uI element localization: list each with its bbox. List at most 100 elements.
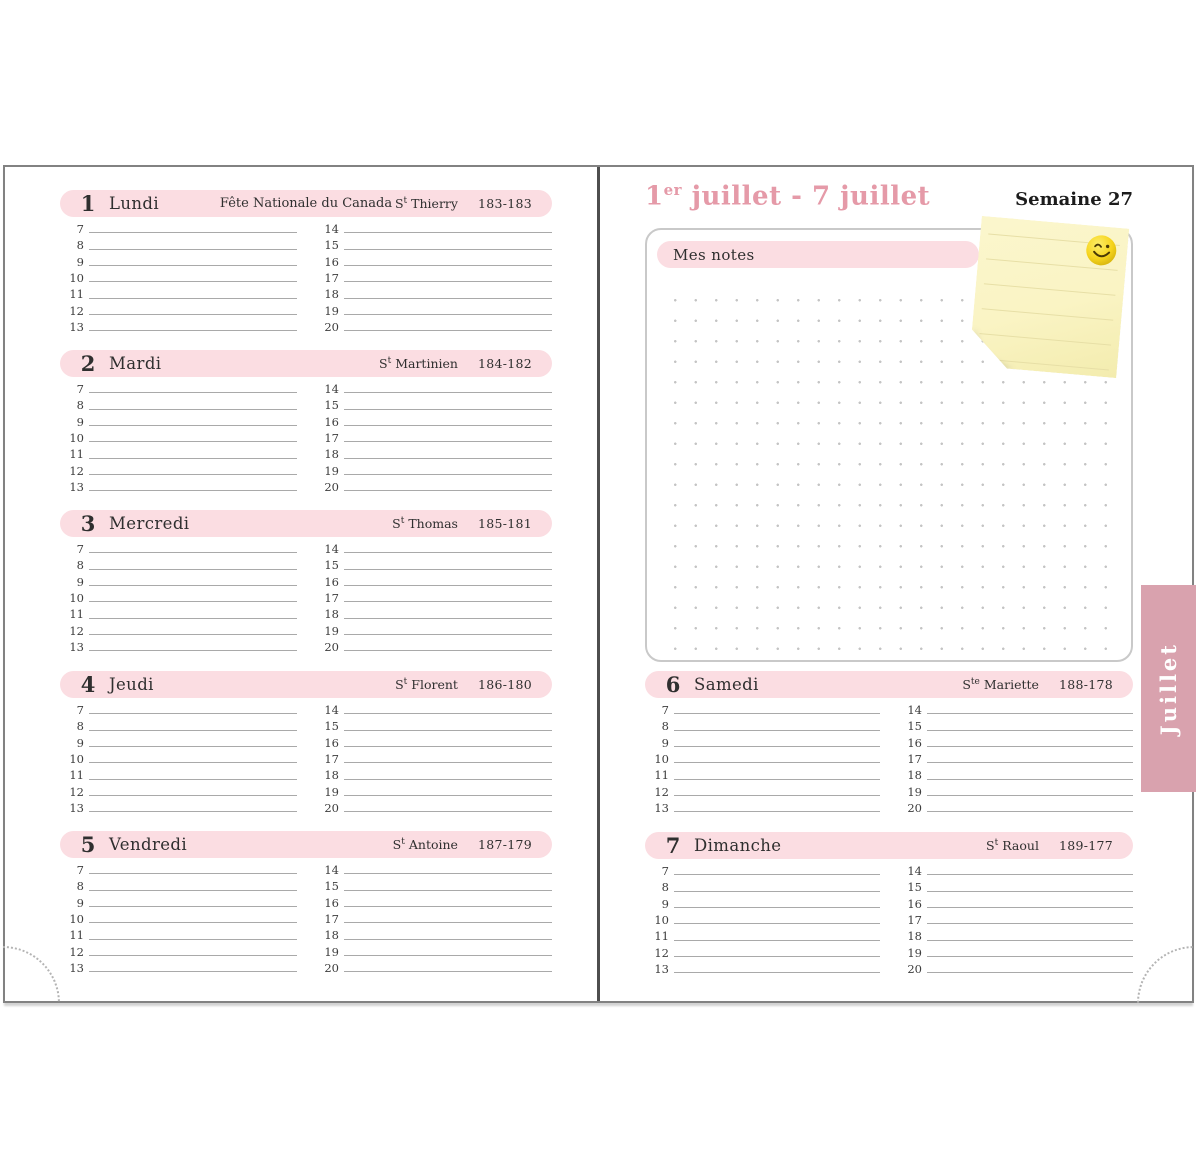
hour-label: 13 bbox=[69, 319, 84, 334]
day-header-right: St Florent 186-180 bbox=[395, 677, 536, 692]
day-of-year-count: 185-181 bbox=[477, 516, 532, 532]
hour-label: 12 bbox=[69, 303, 84, 318]
hour-grid: 7 14 8 15 9 16 10 17 11 18 12 19 13 20 bbox=[60, 861, 552, 975]
hour-label: 13 bbox=[654, 800, 669, 815]
hour-cell: 7 bbox=[645, 862, 880, 878]
hour-label: 19 bbox=[324, 463, 339, 478]
hour-label: 15 bbox=[324, 238, 339, 253]
day-of-year-count: 188-178 bbox=[1058, 677, 1113, 693]
hour-cell: 16 bbox=[898, 734, 1133, 750]
hour-row: 9 16 bbox=[645, 895, 1133, 911]
hour-cell: 20 bbox=[315, 478, 552, 494]
hour-line bbox=[674, 713, 880, 715]
hour-label: 20 bbox=[907, 961, 922, 976]
hour-grid: 7 14 8 15 9 16 10 17 11 18 12 19 13 20 bbox=[60, 220, 552, 334]
hour-cell: 15 bbox=[315, 396, 552, 412]
hour-label: 19 bbox=[324, 623, 339, 638]
hour-line bbox=[344, 408, 552, 410]
day-of-year-count: 186-180 bbox=[477, 677, 532, 693]
hour-cell: 8 bbox=[645, 878, 880, 894]
hour-cell: 15 bbox=[315, 556, 552, 572]
hour-line bbox=[89, 552, 297, 554]
hour-label: 11 bbox=[69, 768, 84, 783]
hour-line bbox=[89, 634, 297, 636]
hour-cell: 19 bbox=[898, 944, 1133, 960]
hour-line bbox=[344, 955, 552, 957]
hour-line bbox=[674, 746, 880, 748]
hour-label: 17 bbox=[324, 430, 339, 445]
hour-cell: 18 bbox=[315, 926, 552, 942]
hour-cell: 19 bbox=[315, 783, 552, 799]
hour-label: 10 bbox=[654, 751, 669, 766]
hour-row: 10 17 bbox=[60, 269, 552, 285]
hour-row: 8 15 bbox=[645, 717, 1133, 733]
page-sheet: 1er juillet - 7 juillet Semaine 27 Mes n… bbox=[3, 165, 1196, 1003]
hour-cell: 14 bbox=[315, 540, 552, 556]
hour-line bbox=[344, 617, 552, 619]
hour-cell: 17 bbox=[315, 750, 552, 766]
hour-label: 7 bbox=[76, 862, 84, 877]
day-number: 2 bbox=[80, 351, 96, 376]
hour-line bbox=[344, 795, 552, 797]
hour-cell: 12 bbox=[60, 943, 297, 959]
hour-row: 12 19 bbox=[60, 302, 552, 318]
day-number: 3 bbox=[80, 511, 96, 536]
hour-row: 10 17 bbox=[60, 429, 552, 445]
hour-cell: 16 bbox=[315, 573, 552, 589]
hour-line bbox=[344, 650, 552, 652]
hour-cell: 8 bbox=[60, 236, 297, 252]
hour-line bbox=[674, 890, 880, 892]
hour-cell: 8 bbox=[60, 717, 297, 733]
hour-label: 17 bbox=[907, 751, 922, 766]
day-header-right: St Thomas 185-181 bbox=[392, 516, 536, 531]
hour-cell: 20 bbox=[315, 799, 552, 815]
hour-row: 7 14 bbox=[60, 540, 552, 556]
month-tab-label: Juillet bbox=[1156, 641, 1181, 736]
hour-label: 20 bbox=[324, 479, 339, 494]
hour-cell: 14 bbox=[315, 701, 552, 717]
day-header-bar: 7 Dimanche St Raoul 189-177 bbox=[645, 832, 1133, 859]
hour-cell: 16 bbox=[315, 894, 552, 910]
hour-label: 13 bbox=[69, 639, 84, 654]
hour-row: 10 17 bbox=[60, 589, 552, 605]
day-header-right: Ste Mariette 188-178 bbox=[962, 677, 1117, 692]
hour-cell: 20 bbox=[315, 318, 552, 334]
hour-cell: 20 bbox=[315, 638, 552, 654]
hour-line bbox=[89, 232, 297, 234]
hour-label: 7 bbox=[661, 863, 669, 878]
hour-row: 13 20 bbox=[60, 799, 552, 815]
hour-line bbox=[927, 874, 1133, 876]
hour-line bbox=[344, 392, 552, 394]
hour-line bbox=[344, 232, 552, 234]
hour-label: 9 bbox=[661, 896, 669, 911]
hour-label: 18 bbox=[324, 447, 339, 462]
hour-label: 9 bbox=[76, 574, 84, 589]
hour-cell: 12 bbox=[60, 622, 297, 638]
hour-label: 8 bbox=[76, 879, 84, 894]
hour-cell: 13 bbox=[60, 478, 297, 494]
hour-cell: 15 bbox=[315, 717, 552, 733]
hour-cell: 19 bbox=[315, 302, 552, 318]
hour-row: 11 18 bbox=[60, 926, 552, 942]
page-spine-divider bbox=[597, 167, 600, 1001]
hour-cell: 20 bbox=[898, 799, 1133, 815]
hour-label: 16 bbox=[324, 735, 339, 750]
day-section-mardi: 2 Mardi St Martinien 184-182 7 14 8 15 9 16 10 1… bbox=[60, 350, 552, 494]
month-tab-juillet: Juillet bbox=[1141, 585, 1196, 792]
hour-label: 19 bbox=[324, 303, 339, 318]
hour-line bbox=[89, 746, 297, 748]
hour-row: 10 17 bbox=[60, 910, 552, 926]
hour-label: 20 bbox=[907, 800, 922, 815]
hour-cell: 16 bbox=[315, 253, 552, 269]
hour-row: 11 18 bbox=[60, 766, 552, 782]
saint-of-day: St Antoine bbox=[392, 836, 458, 853]
hour-label: 12 bbox=[69, 784, 84, 799]
hour-cell: 14 bbox=[315, 861, 552, 877]
day-number: 5 bbox=[80, 832, 96, 857]
hour-label: 13 bbox=[69, 800, 84, 815]
hour-cell: 18 bbox=[898, 766, 1133, 782]
hour-label: 14 bbox=[324, 381, 339, 396]
hour-cell: 7 bbox=[645, 701, 880, 717]
hour-line bbox=[89, 408, 297, 410]
hour-label: 10 bbox=[69, 270, 84, 285]
